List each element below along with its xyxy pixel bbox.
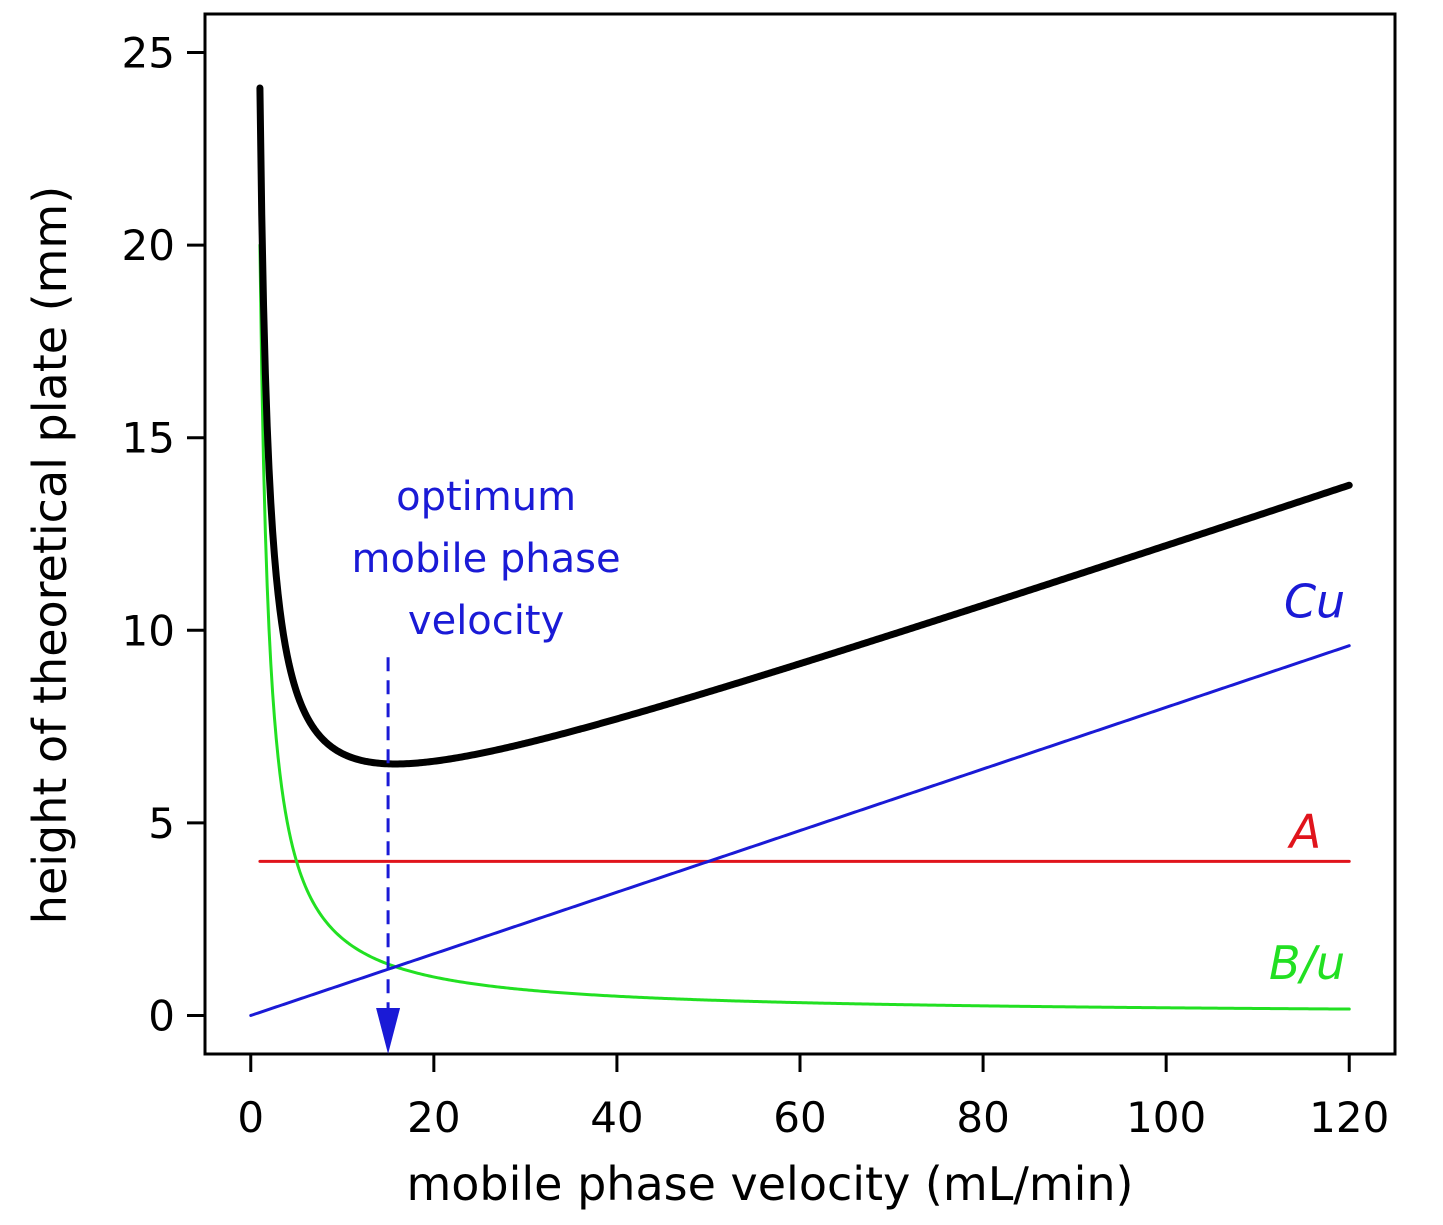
y-tick-label: 25 (122, 29, 175, 78)
series-line-bu (258, 243, 1351, 1011)
y-axis-ticks: 0 5 10 15 20 25 (122, 29, 205, 1040)
series-label-cu: Cu (1284, 575, 1345, 629)
x-tick-label: 20 (407, 1093, 460, 1142)
y-tick-label: 10 (122, 606, 175, 655)
x-axis-ticks: 0 20 40 60 80 100 120 (237, 1054, 1389, 1142)
y-tick-label: 5 (148, 799, 175, 848)
x-tick-label: 0 (237, 1093, 264, 1142)
plot-frame (203, 12, 1397, 1056)
x-tick-label: 60 (773, 1093, 826, 1142)
optimum-arrowhead (376, 1008, 401, 1054)
series-line-h (256, 84, 1353, 768)
optimum-label-line: mobile phase (352, 536, 621, 582)
series-label-a: A (1287, 804, 1321, 858)
x-tick-label: 40 (590, 1093, 643, 1142)
annotation-layer: optimum mobile phase velocity (352, 474, 621, 1054)
y-tick-label: 20 (122, 221, 175, 270)
x-tick-label: 100 (1126, 1093, 1206, 1142)
x-tick-label: 120 (1309, 1093, 1389, 1142)
optimum-label-line: velocity (408, 598, 564, 644)
y-tick-label: 15 (122, 414, 175, 463)
series-layer: A B/u Cu (249, 84, 1353, 1017)
optimum-label-line: optimum (396, 474, 576, 520)
x-tick-label: 80 (956, 1093, 1009, 1142)
y-tick-label: 0 (148, 991, 175, 1040)
x-axis-title: mobile phase velocity (mL/min) (406, 1157, 1133, 1211)
series-label-bu: B/u (1269, 936, 1345, 990)
y-axis-title: height of theoretical plate (mm) (23, 186, 77, 924)
series-line-cu (249, 644, 1351, 1017)
